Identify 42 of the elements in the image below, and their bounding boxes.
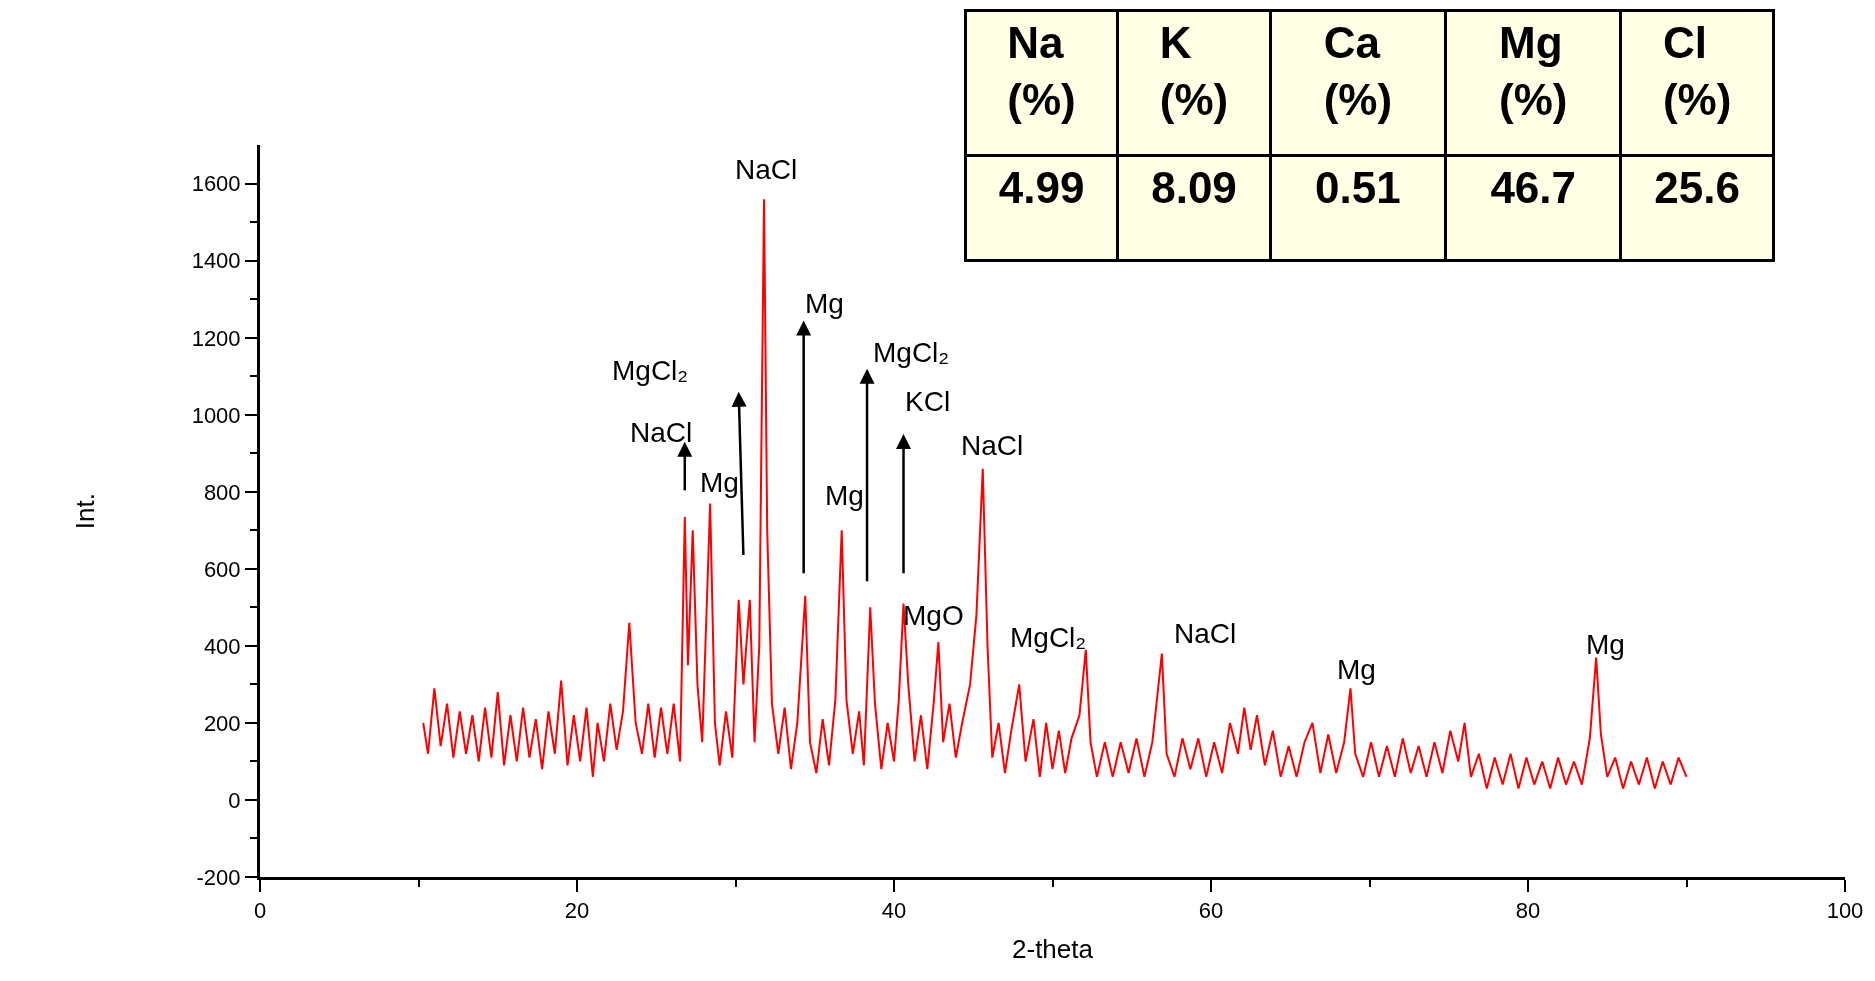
- category-label: Na (%): [1007, 18, 1076, 125]
- text: 4.99: [998, 163, 1085, 212]
- y-tick-label: 1400: [191, 248, 241, 274]
- y-tick-label: 0: [228, 787, 241, 813]
- y-tick-label: 1200: [191, 325, 241, 351]
- annotation: MgCl₂: [612, 355, 689, 386]
- category-label: Cl (%): [1662, 18, 1732, 125]
- y-tick-label: 600: [203, 556, 241, 582]
- x-tick-label: 100: [1826, 898, 1864, 924]
- text: 46.7: [1490, 163, 1577, 212]
- category-label: K (%): [1159, 18, 1229, 125]
- annotation: Mg: [805, 288, 844, 319]
- x-tick-label: 0: [253, 898, 267, 924]
- annotation: KCl: [905, 386, 951, 417]
- annotation: Mg: [1337, 654, 1376, 685]
- annotation: MgO: [903, 600, 964, 631]
- y-tick-label: 800: [203, 479, 241, 505]
- annotation: NaCl: [961, 430, 1024, 461]
- x-tick-label: 80: [1515, 898, 1541, 924]
- annotation: Mg: [825, 480, 864, 511]
- annotation: NaCl: [630, 417, 693, 448]
- annotation: MgCl₂: [873, 337, 950, 368]
- y-tick-label: -200: [196, 864, 241, 890]
- x-axis-title: 2-theta: [1012, 934, 1094, 965]
- y-tick-label: 1600: [191, 171, 241, 197]
- annotation: Mg: [1586, 629, 1625, 660]
- annotation: NaCl: [735, 154, 798, 185]
- text: 8.09: [1151, 163, 1237, 212]
- text: 0.51: [1315, 163, 1401, 212]
- x-tick-label: 20: [564, 898, 590, 924]
- category-label: Ca (%): [1323, 18, 1393, 125]
- x-tick-label: 40: [881, 898, 907, 924]
- annotation: Mg: [700, 467, 739, 498]
- y-tick-label: 1000: [191, 402, 241, 428]
- annotation: NaCl: [1174, 618, 1237, 649]
- y-tick-label: 400: [203, 633, 241, 659]
- y-tick-label: 200: [203, 710, 241, 736]
- annotation: MgCl₂: [1010, 622, 1087, 653]
- text: 25.6: [1654, 163, 1740, 212]
- y-axis-title: Int.: [70, 493, 101, 530]
- category-label: Mg (%): [1498, 18, 1568, 125]
- x-tick-label: 60: [1198, 898, 1224, 924]
